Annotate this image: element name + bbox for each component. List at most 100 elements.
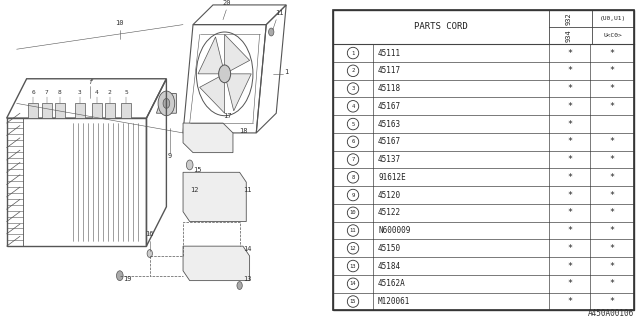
Text: 45167: 45167: [378, 102, 401, 111]
Text: 6: 6: [351, 139, 355, 144]
Text: 11: 11: [350, 228, 356, 233]
Text: 932: 932: [565, 12, 572, 25]
Text: 45117: 45117: [378, 66, 401, 75]
Text: *: *: [567, 208, 572, 217]
Text: PARTS CORD: PARTS CORD: [414, 22, 468, 31]
Text: 13: 13: [243, 276, 252, 282]
Text: 3: 3: [78, 90, 82, 94]
Text: 6: 6: [31, 90, 35, 94]
Text: 19: 19: [123, 276, 132, 282]
Text: *: *: [609, 84, 614, 93]
Text: *: *: [567, 66, 572, 75]
Text: 45118: 45118: [378, 84, 401, 93]
Text: 45167: 45167: [378, 137, 401, 146]
Text: *: *: [609, 102, 614, 111]
Text: U<C0>: U<C0>: [604, 33, 622, 38]
Text: *: *: [567, 226, 572, 235]
Text: 1: 1: [284, 69, 289, 75]
Text: 17: 17: [223, 113, 232, 119]
Text: 16: 16: [145, 231, 154, 237]
Text: 8: 8: [351, 175, 355, 180]
Text: *: *: [609, 66, 614, 75]
Circle shape: [186, 160, 193, 170]
Text: *: *: [609, 49, 614, 58]
Text: 12: 12: [189, 187, 198, 193]
Circle shape: [237, 282, 243, 290]
Text: *: *: [609, 279, 614, 288]
Circle shape: [163, 99, 170, 108]
Text: 45137: 45137: [378, 155, 401, 164]
Text: *: *: [609, 226, 614, 235]
Text: 5: 5: [125, 90, 129, 94]
Text: 934: 934: [565, 29, 572, 42]
Text: 9: 9: [351, 193, 355, 197]
Polygon shape: [92, 103, 102, 118]
Polygon shape: [42, 103, 52, 118]
Text: 4: 4: [95, 90, 99, 94]
Text: *: *: [567, 102, 572, 111]
Text: 7: 7: [351, 157, 355, 162]
Text: 2: 2: [351, 68, 355, 73]
Text: *: *: [567, 190, 572, 200]
Text: *: *: [567, 120, 572, 129]
Text: 3: 3: [351, 86, 355, 91]
Text: 45150: 45150: [378, 244, 401, 253]
Polygon shape: [183, 123, 233, 153]
Text: N600009: N600009: [378, 226, 410, 235]
Text: *: *: [567, 137, 572, 146]
Polygon shape: [75, 103, 85, 118]
Text: *: *: [567, 155, 572, 164]
Polygon shape: [105, 103, 115, 118]
Text: 45120: 45120: [378, 190, 401, 200]
Text: 18: 18: [239, 128, 248, 134]
Polygon shape: [200, 76, 225, 113]
Text: 10: 10: [116, 20, 124, 26]
Polygon shape: [156, 93, 177, 113]
Text: 1: 1: [351, 51, 355, 56]
Text: 45111: 45111: [378, 49, 401, 58]
Text: (U0,U1): (U0,U1): [600, 16, 626, 21]
Text: 15: 15: [193, 167, 202, 173]
Polygon shape: [227, 74, 252, 111]
Text: 9: 9: [168, 153, 172, 158]
Text: 2: 2: [108, 90, 112, 94]
Text: *: *: [609, 155, 614, 164]
Polygon shape: [122, 103, 131, 118]
Text: *: *: [609, 244, 614, 253]
Text: 91612E: 91612E: [378, 173, 406, 182]
Text: M120061: M120061: [378, 297, 410, 306]
Text: *: *: [567, 244, 572, 253]
Circle shape: [116, 271, 123, 281]
Circle shape: [158, 91, 175, 116]
Text: *: *: [567, 84, 572, 93]
Text: *: *: [609, 190, 614, 200]
Circle shape: [147, 250, 152, 258]
Polygon shape: [183, 172, 246, 221]
Text: f: f: [88, 79, 92, 85]
Text: 45163: 45163: [378, 120, 401, 129]
Polygon shape: [225, 35, 250, 71]
Text: 4: 4: [351, 104, 355, 109]
Text: 11: 11: [275, 10, 284, 16]
Text: 14: 14: [243, 246, 252, 252]
Circle shape: [219, 65, 230, 83]
Text: 13: 13: [350, 264, 356, 268]
Text: 15: 15: [350, 299, 356, 304]
Text: *: *: [567, 261, 572, 270]
Text: 7: 7: [45, 90, 49, 94]
Text: *: *: [609, 137, 614, 146]
Polygon shape: [28, 103, 38, 118]
Text: 12: 12: [350, 246, 356, 251]
Text: *: *: [567, 297, 572, 306]
Text: *: *: [609, 208, 614, 217]
Text: *: *: [567, 279, 572, 288]
Text: 45184: 45184: [378, 261, 401, 270]
Text: 14: 14: [350, 281, 356, 286]
Text: 10: 10: [350, 210, 356, 215]
Text: *: *: [609, 297, 614, 306]
Text: *: *: [609, 261, 614, 270]
Text: 45122: 45122: [378, 208, 401, 217]
Text: 11: 11: [243, 187, 252, 193]
Text: *: *: [567, 173, 572, 182]
Polygon shape: [183, 246, 250, 281]
